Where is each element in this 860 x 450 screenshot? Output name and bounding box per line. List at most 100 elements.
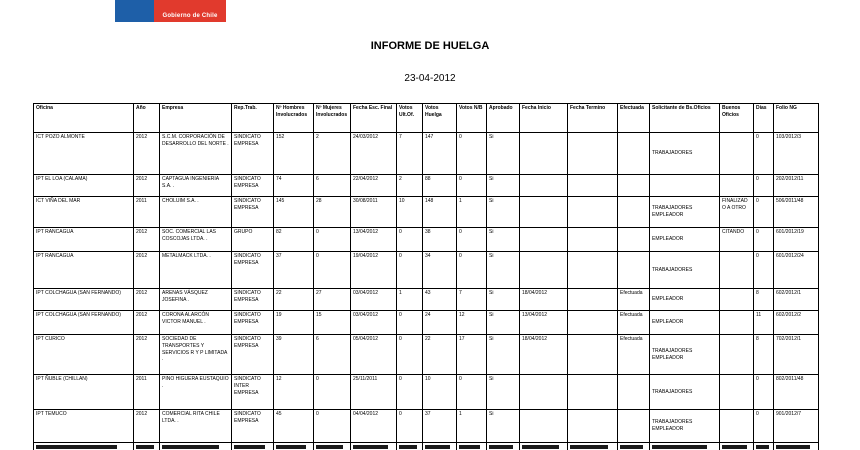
table-row: IPT TEMUCO 2012 COMERCIAL RITA CHILE LTDA.… (33, 409, 819, 443)
table-cell: ICT VIÑA DEL MAR (33, 196, 134, 228)
table-cell (567, 409, 618, 443)
column-header: Rep.Trab. (231, 103, 274, 133)
table-body: ICT POZO ALMONTE 2012 S.C.M. CORPORACIÓN D… (33, 132, 819, 450)
table-cell: 0 (753, 132, 774, 175)
table-cell (567, 334, 618, 375)
table-cell: TRABAJADORES (649, 251, 720, 289)
table-cell (719, 374, 754, 410)
table-cell: 17 (456, 334, 487, 375)
table-cell (519, 174, 568, 197)
table-cell: 2012 (133, 132, 160, 175)
table-cell: 601/2012/24 (773, 251, 819, 289)
table-cell: Efectuada (617, 310, 650, 335)
table-cell (719, 409, 754, 443)
table-cell: 15 (313, 310, 351, 335)
table-cell (649, 174, 720, 197)
page-title: INFORME DE HUELGA (370, 40, 490, 52)
table-cell: 39 (273, 334, 314, 375)
gobierno-de-chile-logo: Gobierno de Chile (115, 0, 226, 22)
table-cell: Si (486, 374, 520, 410)
column-header: Fecha Termino (567, 103, 618, 133)
table-cell: 0 (313, 227, 351, 252)
table-cell: 7 (456, 288, 487, 311)
table-cell: CHOLUIM S.A. . (159, 196, 232, 228)
table-cell: 1 (456, 409, 487, 443)
table-cell (719, 132, 754, 175)
table-cell: 8 (753, 288, 774, 311)
table-cell (617, 251, 650, 289)
table-cell: IPT COLCHAGUA (SAN FERNANDO) (33, 310, 134, 335)
table-row: IPT RANCAGUA 2012 METALMACK LTDA. . SINDICA… (33, 251, 819, 289)
table-cell: EMPLEADOR (649, 288, 720, 311)
table-cell: IPT ÑUBLE (CHILLAN) (33, 374, 134, 410)
table-cell: 6 (313, 174, 351, 197)
table-cell (617, 227, 650, 252)
table-cell (567, 132, 618, 175)
table-header: Oficina Año Empresa Rep.Trab. Nº Hombres Inv… (33, 103, 819, 133)
table-cell (519, 251, 568, 289)
table-cell: 22/04/2012 (350, 174, 397, 197)
report-date: 23-04-2012 (404, 73, 456, 84)
table-cell: 27 (313, 288, 351, 311)
table-cell: COMERCIAL RITA CHILE LTDA. . (159, 409, 232, 443)
table-row: IPT EL LOA (CALAMA) 2012 CAPTAGUA INGENIER… (33, 174, 819, 197)
table-cell (617, 196, 650, 228)
table-cell: Si (486, 251, 520, 289)
table-cell (422, 442, 457, 450)
table-cell: IPT RANCAGUA (33, 251, 134, 289)
column-header: Efectuada (617, 103, 650, 133)
table-cell (719, 288, 754, 311)
table-cell: 37 (273, 251, 314, 289)
table-cell: 0 (396, 374, 423, 410)
table-cell: 2012 (133, 288, 160, 311)
partial-table-row (33, 442, 819, 450)
table-cell: SINDICATO EMPRESA (231, 132, 274, 175)
column-header: Buenos Oficios (719, 103, 754, 133)
table-cell (519, 409, 568, 443)
table-row: IPT COLCHAGUA (SAN FERNANDO) 2012 ARENAS V… (33, 288, 819, 311)
table-cell: 0 (456, 251, 487, 289)
table-cell: 0 (396, 227, 423, 252)
table-cell: 10 (422, 374, 457, 410)
header-row: Oficina Año Empresa Rep.Trab. Nº Hombres Inv… (33, 103, 819, 133)
table-cell: TRABAJADORES (649, 374, 720, 410)
table-cell: 38 (422, 227, 457, 252)
table-cell: 2012 (133, 409, 160, 443)
table-cell: Efectuada (617, 288, 650, 311)
table-cell: Si (486, 409, 520, 443)
table-cell: METALMACK LTDA. . (159, 251, 232, 289)
table-cell: 22 (422, 334, 457, 375)
table-row: IPT ÑUBLE (CHILLAN) 2011 PINO HIGUERA EUST… (33, 374, 819, 410)
table-cell (456, 442, 487, 450)
table-cell (567, 310, 618, 335)
table-cell (753, 442, 774, 450)
table-cell: 2011 (133, 196, 160, 228)
table-cell: 10 (396, 196, 423, 228)
table-cell: Si (486, 310, 520, 335)
column-header: Nº Hombres Involucrados (273, 103, 314, 133)
table-cell: TRABAJADORES EMPLEADOR (649, 334, 720, 375)
table-cell: Si (486, 132, 520, 175)
table-cell: 74 (273, 174, 314, 197)
table-cell (519, 227, 568, 252)
table-cell: 0 (396, 334, 423, 375)
table-cell: 2 (313, 132, 351, 175)
table-cell: Efectuada (617, 334, 650, 375)
table-cell (617, 132, 650, 175)
table-cell (567, 442, 618, 450)
table-cell (519, 196, 568, 228)
column-header: Votos Huelga (422, 103, 457, 133)
table-cell (133, 442, 160, 450)
table-cell: 147 (422, 132, 457, 175)
table-cell (231, 442, 274, 450)
table-cell: 0 (753, 196, 774, 228)
table-cell: CITANDO (719, 227, 754, 252)
table-cell: 0 (313, 374, 351, 410)
table-cell: IPT RANCAGUA (33, 227, 134, 252)
table-cell: TRABAJADORES EMPLEADOR (649, 196, 720, 228)
table-cell: SINDICATO EMPRESA (231, 310, 274, 335)
table-cell: EMPLEADOR (649, 310, 720, 335)
table-cell: 0 (313, 251, 351, 289)
table-cell: 202/2012/11 (773, 174, 819, 197)
table-cell: 901/2012/7 (773, 409, 819, 443)
